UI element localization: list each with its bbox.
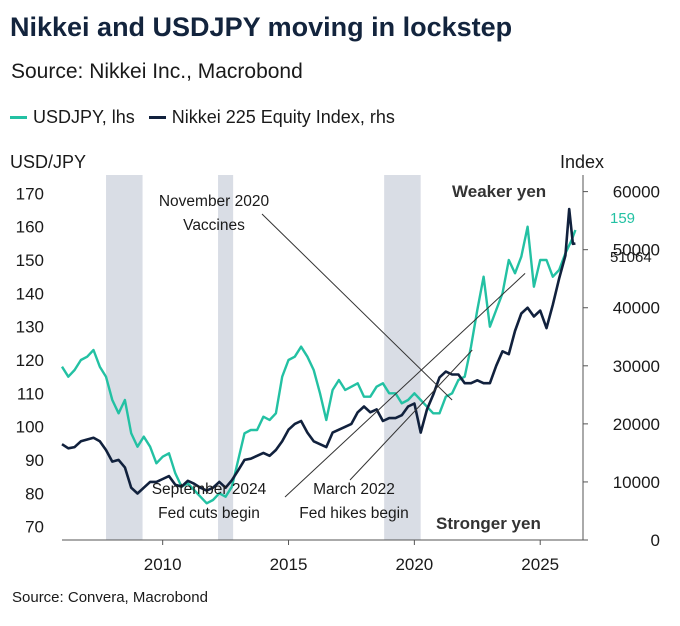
- x-tick-label-2025: 2025: [521, 555, 559, 574]
- y-right-tick-label-50000: 50000: [613, 241, 660, 260]
- y-left-tick-label-80: 80: [25, 484, 44, 503]
- y-left-tick-label-90: 90: [25, 451, 44, 470]
- annotation-weaker-yen: Weaker yen: [452, 182, 546, 201]
- y-right-tick-label-20000: 20000: [613, 415, 660, 434]
- chart-title: Nikkei and USDJPY moving in lockstep: [10, 12, 513, 42]
- legend-item-nikkei: Nikkei 225 Equity Index, rhs: [148, 107, 395, 128]
- annotation-september-2024-line2: Fed cuts begin: [158, 505, 260, 522]
- usdjpy-last-value-label: 159: [610, 210, 635, 227]
- shaded-period-1: [106, 175, 143, 540]
- y-left-tick-label-170: 170: [16, 184, 44, 203]
- annotation-march-2022-line2: Fed hikes begin: [299, 505, 408, 522]
- y-right-tick-label-10000: 10000: [613, 473, 660, 492]
- annotation-september-2024-line1: September 2024: [152, 481, 267, 498]
- y-right-axis-label: Index: [560, 152, 604, 172]
- y-left-tick-label-120: 120: [16, 351, 44, 370]
- legend-swatch-nikkei: [148, 116, 166, 119]
- legend-swatch-usdjpy: [10, 116, 27, 119]
- y-left-tick-label-150: 150: [16, 251, 44, 270]
- y-right-tick-label-0: 0: [651, 531, 660, 550]
- arrow-september-2024: [284, 272, 526, 498]
- chart-labels: November 2020 Vaccines September 2024 Fed c…: [152, 182, 652, 533]
- annotation-stronger-yen: Stronger yen: [436, 514, 541, 533]
- legend-item-usdjpy: USDJPY, lhs: [10, 107, 135, 128]
- usdjpy-line: [60, 225, 577, 505]
- x-tick-label-2010: 2010: [144, 555, 182, 574]
- y-left-tick-label-70: 70: [25, 518, 44, 537]
- legend-label-nikkei: Nikkei 225 Equity Index, rhs: [171, 107, 395, 127]
- series-lines: [60, 207, 577, 505]
- y-right-tick-label-40000: 40000: [613, 299, 660, 318]
- arrow-november-2020: [261, 213, 453, 401]
- legend: USDJPY, lhs Nikkei 225 Equity Index, rhs: [10, 107, 409, 128]
- y-right-tick-label-30000: 30000: [613, 357, 660, 376]
- legend-label-usdjpy: USDJPY, lhs: [33, 107, 135, 127]
- nikkei-line: [61, 207, 576, 495]
- annotation-november-2020-line2: Vaccines: [183, 217, 245, 234]
- y-left-tick-label-130: 130: [16, 318, 44, 337]
- shaded-period-2: [218, 175, 234, 540]
- source-footnote: Source: Convera, Macrobond: [12, 589, 208, 606]
- arrow-march-2022: [349, 349, 473, 481]
- chart-subtitle: Source: Nikkei Inc., Macrobond: [11, 60, 303, 83]
- y-left-tick-label-160: 160: [16, 218, 44, 237]
- nikkei-last-value-label: 51064: [610, 249, 652, 266]
- y-right-tick-label-60000: 60000: [613, 183, 660, 202]
- y-left-tick-label-110: 110: [17, 384, 44, 403]
- annotation-november-2020-line1: November 2020: [159, 193, 270, 210]
- y-left-axis-label: USD/JPY: [10, 152, 86, 172]
- x-tick-label-2020: 2020: [395, 555, 433, 574]
- annotation-arrows: [261, 213, 526, 498]
- annotation-march-2022-line1: March 2022: [313, 481, 395, 498]
- axes: 2010 2015 2020 2025 70 80 90 100 110 120 130 140 150…: [10, 152, 660, 574]
- shaded-period-3: [384, 175, 421, 540]
- y-left-tick-label-100: 100: [16, 418, 44, 437]
- recession-shading: [106, 175, 421, 540]
- x-tick-label-2015: 2015: [270, 555, 308, 574]
- y-left-tick-label-140: 140: [16, 284, 44, 303]
